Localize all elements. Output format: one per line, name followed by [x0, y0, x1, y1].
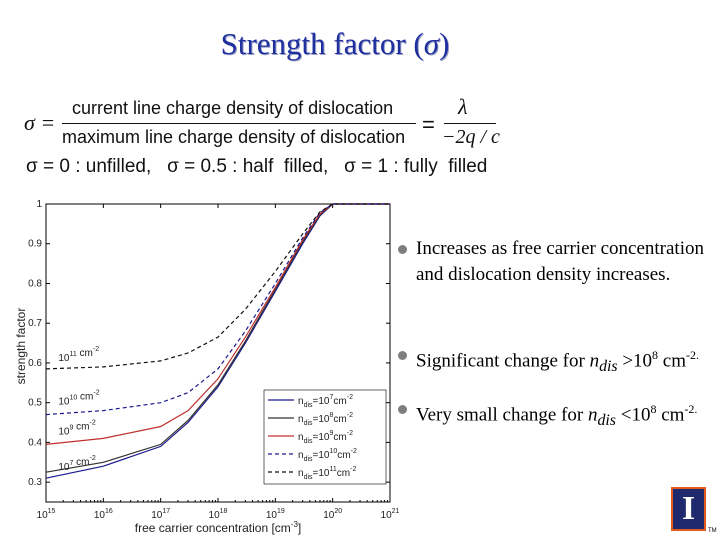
bullet-sub: dis — [599, 358, 618, 376]
y-tick-label: 0.4 — [28, 437, 42, 448]
x-axis-label: free carrier concentration [cm-3] — [135, 520, 302, 535]
logo-trademark: TM — [708, 528, 717, 534]
bullet-unit: cm — [656, 404, 685, 426]
bullet-sup: 8 — [650, 402, 657, 416]
eq-rhs-denominator: −2q / c — [442, 126, 500, 148]
bullet-text: Increases as free carrier concentration … — [416, 238, 704, 285]
logo-letter: I — [681, 490, 696, 527]
y-tick-label: 0.9 — [28, 239, 42, 250]
bullet-dot — [398, 351, 407, 360]
slide-title: Strength factor (σ) — [0, 26, 670, 62]
eq-rhs-fraction-bar — [444, 123, 496, 124]
legend-label: ndis=108cm-2 — [298, 412, 353, 427]
x-tick-label: 1016 — [94, 508, 113, 521]
bullet-sup: 8 — [652, 348, 659, 362]
legend-label: ndis=107cm-2 — [298, 394, 353, 409]
eq-fraction-bar — [62, 123, 416, 124]
bullet-text: Very small change for — [416, 404, 588, 426]
bullet-item: Significant change for ndis >108 cm-2. — [398, 342, 699, 380]
x-tick-label: 1020 — [323, 508, 342, 521]
eq-rhs-numerator: λ — [458, 94, 468, 119]
eq-denominator: maximum line charge density of dislocati… — [62, 127, 406, 147]
bullet-var: n — [589, 350, 600, 372]
bullet-item: Very small change for ndis <108 cm-2. — [398, 396, 697, 434]
bullet-text: Significant change for — [416, 350, 590, 372]
bullet-sub: dis — [597, 412, 616, 430]
bullet-mid: <10 — [615, 404, 651, 426]
equation-sigma-states: σ = 0 : unfilled, σ = 0.5 : half filled,… — [26, 156, 488, 177]
eq-equals: = — [422, 112, 435, 137]
curve-annotation: 107 cm-2 — [58, 455, 95, 473]
x-tick-label: 1018 — [209, 508, 228, 521]
strength-factor-chart: 1015 1016 1017 1018 1019 1020 1021 0.3 0.4 0.5 0.6… — [14, 199, 400, 535]
bullet-var: n — [588, 404, 598, 426]
bullet-unit: cm — [658, 350, 687, 372]
curve-annotation: 1011 cm-2 — [58, 346, 99, 364]
y-tick-label: 0.5 — [28, 398, 42, 409]
bullet-item: Increases as free carrier concentration … — [398, 236, 708, 288]
y-tick-label: 0.7 — [28, 318, 42, 329]
curve-annotation: 109 cm-2 — [58, 419, 95, 437]
legend-label: ndis=109cm-2 — [298, 430, 353, 445]
series-line — [45, 203, 390, 473]
title-text: Strength factor ( — [220, 26, 424, 61]
legend-label: ndis=1011cm-2 — [298, 466, 356, 481]
bullet-dot — [398, 245, 407, 254]
bullet-mid: >10 — [617, 350, 653, 372]
y-tick-label: 0.6 — [28, 358, 42, 369]
legend-box — [263, 389, 387, 485]
title-sigma: σ — [423, 26, 440, 61]
x-tick-label: 1019 — [266, 508, 285, 521]
series-line — [45, 203, 390, 445]
y-tick-label: 0.3 — [28, 477, 42, 488]
y-tick-label: 0.8 — [28, 278, 42, 289]
eq-lhs: σ = — [24, 110, 56, 135]
y-tick-label: 1 — [36, 199, 42, 210]
series-line — [45, 203, 390, 370]
y-axis-label: strength factor — [14, 308, 28, 385]
x-tick-label: 1015 — [37, 508, 56, 521]
title-close: ) — [439, 26, 450, 61]
x-tick-label: 1017 — [151, 508, 170, 521]
legend-label: ndis=1010cm-2 — [298, 448, 357, 463]
x-tick-label: 1021 — [381, 508, 400, 521]
bullet-unit-sup: -2. — [686, 348, 700, 362]
bullet-dot — [398, 405, 407, 414]
bullet-unit-sup: -2. — [684, 402, 698, 416]
eq-numerator: current line charge density of dislocati… — [72, 98, 394, 118]
university-logo: I — [671, 487, 706, 531]
curve-annotation: 1010 cm-2 — [58, 390, 99, 408]
